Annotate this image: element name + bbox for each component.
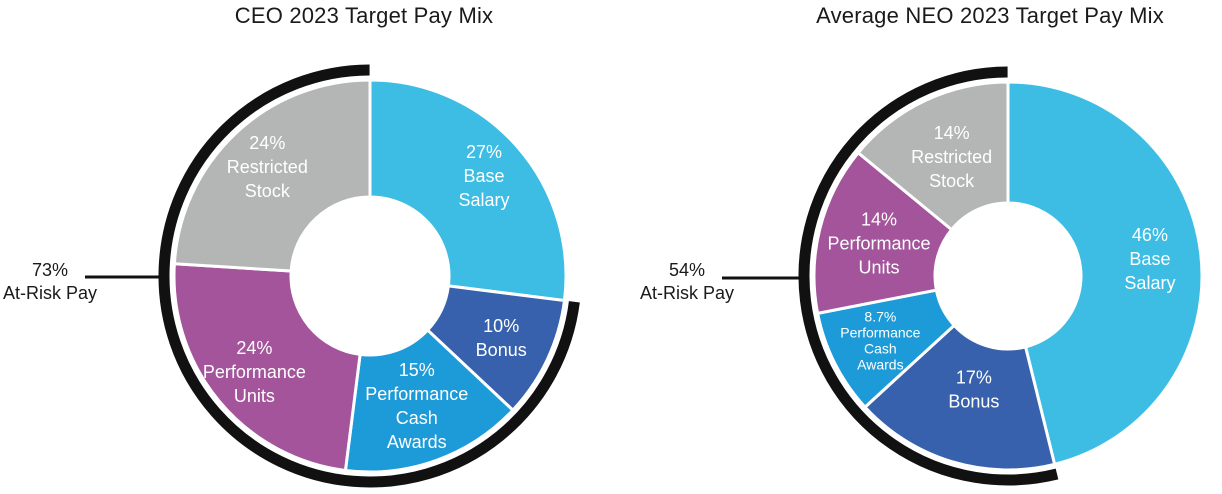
slice-label-line: Performance [203,362,306,382]
slice-label-line: 24% [236,338,272,358]
slice-label-line: Cash [864,340,897,356]
slice-label-line: 17% [956,367,992,387]
neo-at-risk-label: 54% At-Risk Pay [640,259,734,305]
neo-at-risk-ring [798,66,1059,486]
ceo-chart-title: CEO 2023 Target Pay Mix [234,3,494,28]
slice-label-line: Bonus [476,340,527,360]
ceo-label-bonus: 10% Bonus [476,316,527,360]
ceo-at-risk-label: 73% At-Risk Pay [3,259,97,305]
slice-label-line: 46% [1132,225,1168,245]
slice-label-line: 8.7% [864,308,896,324]
ceo-label-performance-cash-awards: 15% Performance Cash Awards [365,360,468,452]
ceo-slice-performance-cash-awards [343,327,515,474]
neo-slice-base-salary [1006,80,1204,467]
slice-label-line: Cash [396,408,438,428]
slice-label-line: Stock [929,171,975,191]
slice-label-line: Salary [459,190,510,210]
slice-label-line: Restricted [911,147,992,167]
neo-at-risk-value: 54% [668,260,706,280]
slice-label-line: Performance [840,324,920,340]
neo-label-performance-cash-awards: 8.7% Performance Cash Awards [840,308,920,372]
neo-label-restricted-stock: 14% Restricted Stock [911,123,992,191]
slice-label-line: Bonus [948,391,999,411]
ceo-slice-base-salary [368,78,568,303]
neo-label-performance-units: 14% Performance Units [828,210,931,278]
slice-label-line: Stock [245,181,291,201]
slice-label-line: Restricted [227,157,308,177]
ceo-at-risk-ring [158,64,580,488]
ceo-slice-restricted-stock [172,78,372,273]
slice-label-line: Awards [387,432,447,452]
neo-at-risk-text: At-Risk Pay [639,283,735,303]
slice-label-line: 15% [399,360,435,380]
slice-label-line: Base [1129,249,1170,269]
neo-slice-bonus [862,323,1057,472]
ceo-at-risk-value: 73% [31,260,69,280]
slice-label-line: Salary [1124,273,1175,293]
slice-label-line: Units [859,258,900,278]
slice-label-line: 24% [249,133,285,153]
neo-label-bonus: 17% Bonus [948,367,999,411]
neo-chart-title: Average NEO 2023 Target Pay Mix [816,3,1164,28]
ceo-label-restricted-stock: 24% Restricted Stock [227,133,308,201]
slice-label-line: 14% [934,123,970,143]
slice-label-line: Base [464,166,505,186]
slice-label-line: Performance [365,384,468,404]
ceo-label-performance-units: 24% Performance Units [203,338,306,406]
ceo-label-base-salary: 27% Base Salary [459,142,510,210]
ceo-slice-performance-units [172,262,362,473]
neo-slice-restricted-stock [856,80,1010,232]
slice-label-line: 14% [861,210,897,230]
neo-slice-performance-units [812,150,954,316]
ceo-at-risk-text: At-Risk Pay [2,283,98,303]
slice-label-line: Awards [857,356,903,372]
slice-label-line: 27% [466,142,502,162]
slice-label-line: Units [234,386,275,406]
slice-label-line: 10% [483,316,519,336]
neo-label-base-salary: 46% Base Salary [1124,225,1175,293]
slice-label-line: Performance [828,234,931,254]
